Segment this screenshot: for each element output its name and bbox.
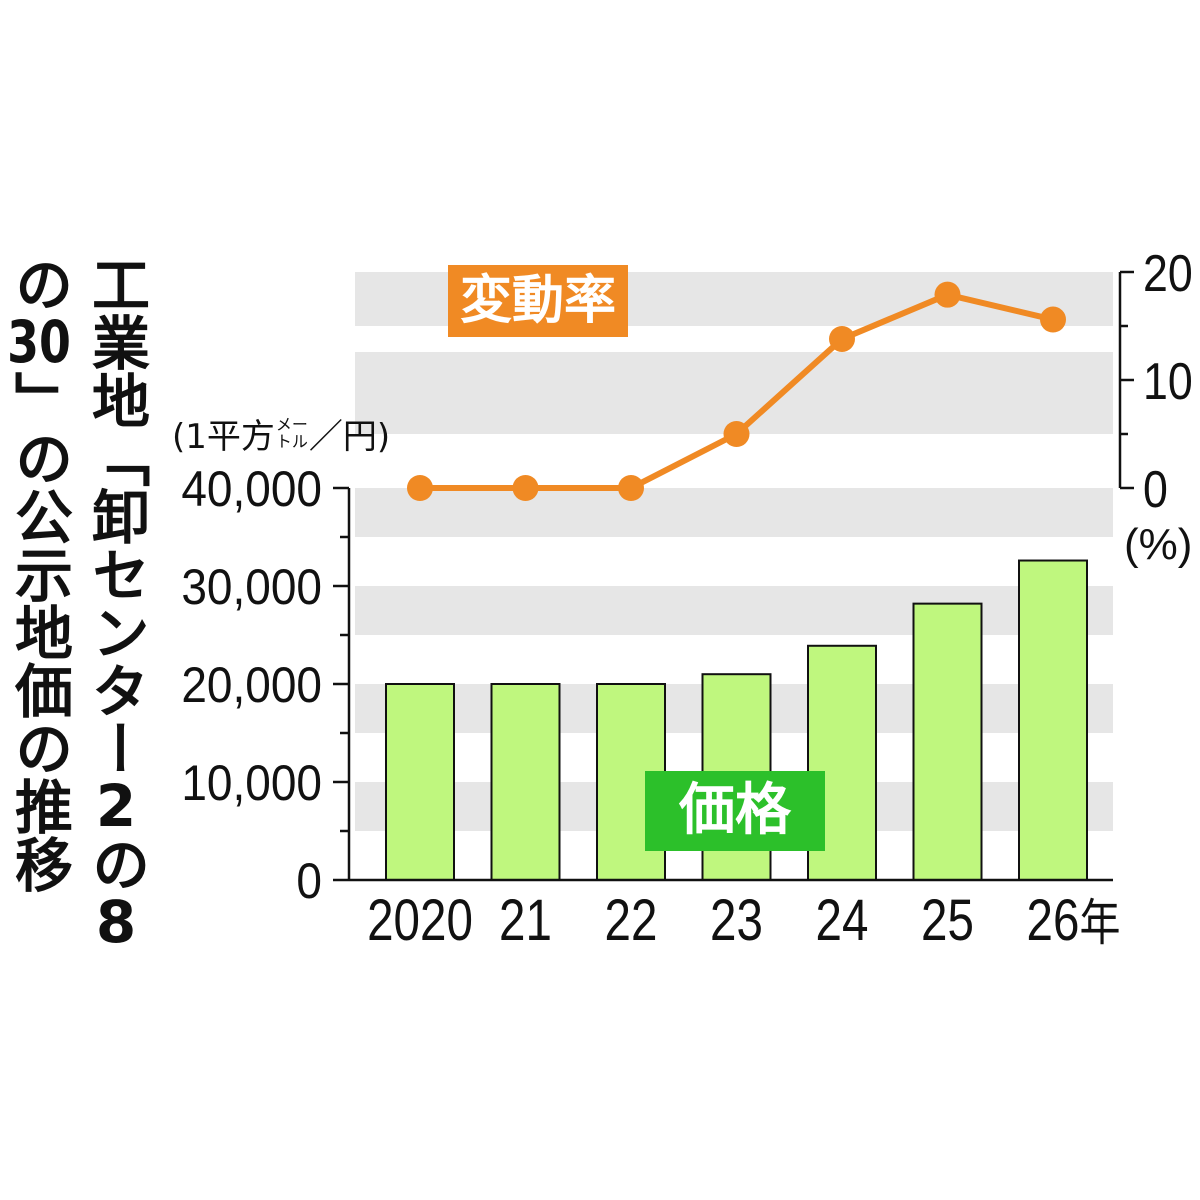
x-tick-label: 24 — [816, 889, 869, 954]
rate-line — [407, 281, 1066, 501]
x-tick-label: 26 — [1027, 889, 1080, 954]
rate-point-2 — [618, 475, 644, 501]
grid-band — [355, 352, 1113, 434]
right-axis-unit-label: (%) — [1124, 520, 1193, 569]
x-tick-label: 2020 — [367, 889, 473, 954]
rate-point-5 — [934, 281, 961, 308]
right-axis: 0 10 20 — [1118, 245, 1193, 519]
title-digits: 2 — [95, 777, 137, 835]
unit-meter-bottom: トル — [275, 432, 308, 451]
left-tick-label: 0 — [296, 854, 322, 909]
price-bars — [385, 559, 1088, 882]
title-column-2: の30」の公示地価の推移 — [5, 255, 73, 893]
left-tick-label: 10,000 — [181, 756, 322, 811]
rate-point-4 — [829, 325, 855, 352]
x-tick-label: 23 — [710, 889, 763, 954]
rate-point-0 — [407, 475, 433, 501]
title-digits: 8 — [95, 893, 137, 951]
x-tick-label-suffix: 年 — [1079, 894, 1120, 952]
rate-point-1 — [512, 475, 539, 501]
title-digits: 30 — [7, 313, 71, 371]
unit-meter-stacked: メー トル — [276, 416, 308, 450]
x-tick-label: 25 — [921, 889, 974, 954]
price-bar-1 — [490, 683, 561, 881]
right-tick-label: 10 — [1143, 353, 1193, 411]
x-tick-label: 21 — [499, 889, 552, 954]
price-series-label: 価格 — [645, 771, 825, 851]
rate-point-3 — [723, 421, 750, 447]
price-bar-6 — [1018, 559, 1088, 882]
grid-band — [355, 586, 1113, 635]
x-axis: 2020 21 22 23 24 25 26 年 — [349, 878, 1120, 954]
right-tick-label: 20 — [1143, 245, 1193, 303]
rate-point-6 — [1040, 306, 1066, 333]
left-tick-label: 40,000 — [181, 462, 322, 517]
left-axis: 0 10,000 20,000 30,000 40,000 — [181, 462, 351, 909]
price-bar-0 — [385, 683, 455, 881]
left-tick-label: 30,000 — [181, 560, 322, 615]
x-tick-label: 22 — [605, 889, 658, 954]
unit-meter-top: メー — [275, 415, 308, 434]
unit-label-prefix: (1平方 — [172, 416, 275, 457]
grid-band — [355, 488, 1113, 537]
chart-title: 工業地「卸センター2の8 の30」の公示地価の推移 — [0, 255, 154, 951]
title-column-1: 工業地「卸センター2の8 — [82, 255, 150, 951]
left-tick-label: 20,000 — [181, 658, 322, 713]
right-tick-label: 0 — [1143, 461, 1168, 519]
price-bar-5 — [912, 602, 983, 881]
rate-series-label: 変動率 — [448, 265, 628, 337]
unit-label-suffix: ／円) — [308, 416, 391, 457]
left-axis-unit-label: (1平方 メー トル ／円) — [172, 410, 391, 457]
